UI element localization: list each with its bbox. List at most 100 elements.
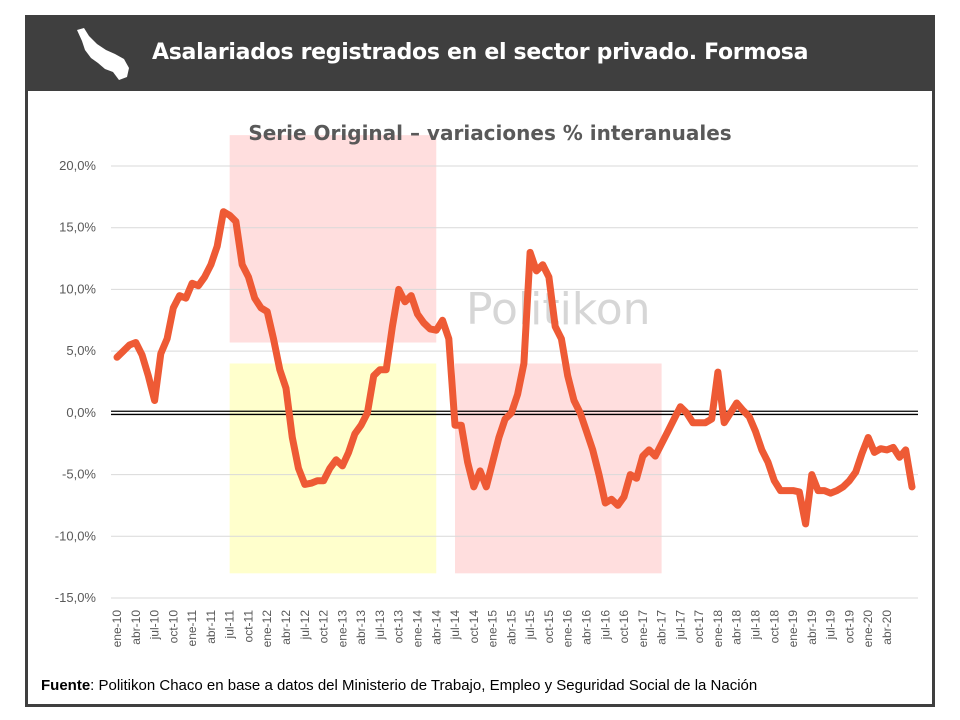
data-point: [704, 421, 707, 424]
data-point: [178, 294, 181, 297]
y-tick-label: 5,0%: [66, 343, 96, 358]
data-point: [816, 489, 820, 492]
data-point: [485, 485, 488, 489]
data-point: [253, 296, 256, 300]
data-point: [610, 498, 613, 501]
data-point: [472, 485, 476, 489]
data-point: [347, 451, 350, 454]
data-point: [760, 448, 763, 452]
chart-frame: Asalariados registrados en el sector pri…: [25, 15, 935, 707]
data-point: [823, 489, 826, 492]
data-point: [779, 489, 782, 492]
data-point: [203, 275, 206, 279]
data-point: [122, 349, 125, 353]
x-tick-label: jul-13: [373, 610, 387, 641]
x-tick-label: abr-20: [880, 610, 894, 645]
data-point: [829, 491, 832, 495]
x-tick-label: abr-19: [805, 610, 819, 645]
data-point: [866, 436, 870, 439]
data-point: [497, 436, 501, 439]
data-point: [428, 327, 432, 331]
data-point: [798, 490, 801, 494]
source-label: Fuente: [41, 677, 91, 694]
source-note: Fuente: Politikon Chaco en base a datos …: [41, 677, 757, 694]
data-point: [748, 415, 751, 418]
source-text: : Politikon Chaco en base a datos del Mi…: [90, 677, 758, 694]
series-line: [113, 208, 916, 528]
data-point: [710, 417, 713, 421]
y-tick-label: -15,0%: [55, 590, 97, 605]
data-point: [222, 210, 225, 213]
data-point: [666, 430, 670, 433]
header-bar: Asalariados registrados en el sector pri…: [28, 18, 932, 91]
data-point: [247, 275, 250, 279]
x-tick-label: oct-18: [767, 610, 781, 644]
data-point: [860, 452, 864, 455]
x-tick-label: oct-12: [317, 610, 331, 644]
data-point: [165, 337, 169, 340]
x-tick-label: abr-14: [429, 610, 443, 645]
x-tick-label: ene-10: [110, 610, 124, 648]
data-point: [435, 328, 438, 332]
x-tick-label: jul-11: [223, 610, 237, 640]
data-point: [873, 451, 876, 454]
x-tick-label: oct-16: [617, 610, 631, 644]
data-point: [384, 368, 388, 371]
data-point: [234, 220, 238, 223]
x-tick-label: ene-11: [185, 610, 199, 647]
data-point: [910, 485, 914, 489]
x-tick-label: abr-10: [129, 610, 143, 645]
data-point: [616, 504, 619, 507]
y-tick-label: -5,0%: [62, 467, 96, 482]
y-tick-label: 10,0%: [59, 281, 96, 296]
data-point: [522, 362, 526, 365]
data-point: [535, 269, 538, 273]
data-point: [466, 461, 469, 464]
data-point: [159, 352, 163, 355]
data-point: [691, 421, 695, 424]
data-point: [697, 421, 701, 424]
x-tick-label: jul-17: [673, 610, 687, 641]
data-point: [453, 424, 457, 427]
data-point: [898, 456, 901, 459]
x-tick-label: oct-13: [392, 610, 406, 644]
y-tick-label: 20,0%: [59, 158, 96, 173]
data-point: [541, 263, 544, 266]
data-point: [635, 477, 638, 480]
y-tick-label: 15,0%: [59, 220, 96, 235]
data-point: [516, 393, 519, 396]
data-point: [841, 485, 845, 489]
data-point: [359, 424, 363, 427]
data-point: [190, 282, 194, 285]
data-point: [115, 356, 119, 359]
data-point: [791, 489, 795, 492]
data-point: [184, 296, 188, 300]
x-tick-label: jul-14: [448, 610, 462, 641]
chart-title: Serie Original – variaciones % interanua…: [248, 121, 731, 145]
x-tick-label: abr-18: [730, 610, 744, 645]
data-point: [391, 325, 394, 328]
data-point: [810, 473, 814, 476]
x-tick-label: jul-16: [598, 610, 612, 641]
x-tick-label: abr-12: [279, 610, 293, 645]
data-point: [835, 489, 839, 492]
data-point: [766, 461, 770, 464]
data-point: [804, 522, 807, 526]
data-point: [503, 417, 507, 421]
x-tick-label: oct-15: [542, 610, 556, 644]
data-point: [741, 409, 745, 412]
x-tick-label: ene-17: [636, 610, 650, 648]
x-tick-label: ene-12: [260, 610, 274, 648]
data-point: [604, 501, 607, 505]
x-tick-label: oct-10: [166, 610, 180, 644]
x-tick-label: jul-15: [523, 610, 537, 641]
highlight-region-3: [455, 363, 662, 574]
data-point: [716, 370, 720, 374]
x-tick-label: abr-16: [579, 610, 593, 645]
data-point: [566, 374, 569, 378]
data-point: [854, 470, 857, 474]
data-point: [441, 319, 444, 322]
data-point: [754, 430, 757, 433]
data-point: [422, 321, 425, 324]
data-point: [266, 310, 269, 313]
